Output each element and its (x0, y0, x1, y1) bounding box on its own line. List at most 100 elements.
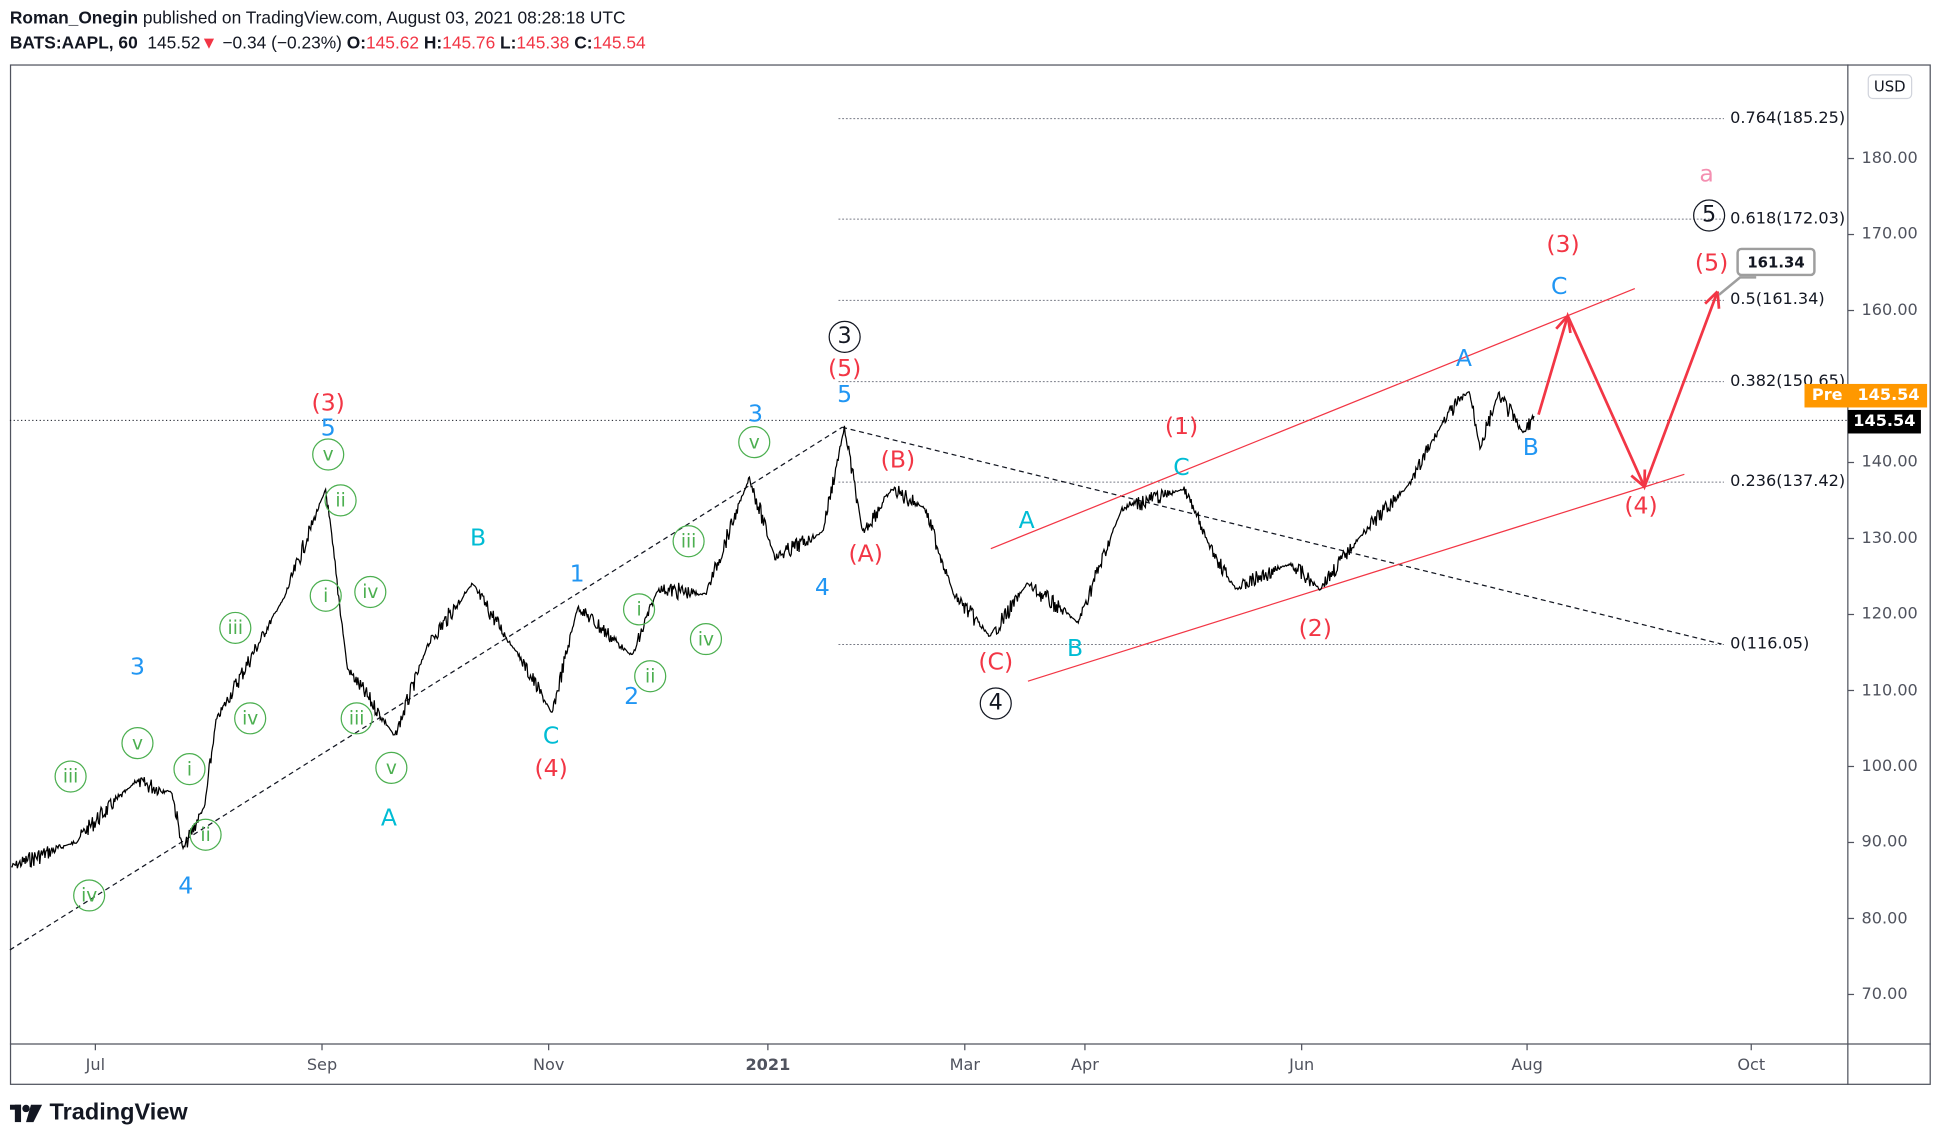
tradingview-logo[interactable]: TradingView (9, 1099, 188, 1127)
wave-label[interactable]: v (312, 438, 345, 471)
price-tick-label: 100.00 (1861, 757, 1918, 776)
dashed-trendline (9, 426, 843, 951)
wave-label[interactable]: A (1018, 507, 1035, 535)
wave-label[interactable]: C (1173, 453, 1190, 482)
price-tick-label: 170.00 (1861, 225, 1918, 244)
wave-label[interactable]: (B) (880, 446, 916, 474)
time-tick-label: Mar (949, 1056, 980, 1076)
arrowhead-icon (1704, 290, 1719, 305)
wave-label[interactable]: ii (324, 484, 357, 517)
wave-label[interactable]: 2 (624, 683, 640, 711)
wave-label[interactable]: i (309, 579, 342, 612)
wave-label[interactable]: (3) (1546, 230, 1580, 259)
low-label: L: (500, 32, 517, 53)
wave-label[interactable]: (5) (827, 354, 862, 383)
author-name[interactable]: Roman_Onegin (9, 7, 139, 28)
wave-label[interactable]: B (1066, 634, 1084, 662)
wave-label[interactable]: A (1455, 344, 1472, 373)
price-tick-label: 70.00 (1861, 985, 1908, 1004)
price-tick-label: 110.00 (1861, 681, 1918, 700)
time-tick-label: Apr (1070, 1056, 1099, 1076)
price-tick-label: 160.00 (1861, 301, 1918, 320)
callout-pointer (1718, 276, 1757, 296)
brand-name: TradingView (49, 1099, 188, 1126)
wave-label[interactable]: iv (354, 575, 387, 609)
arrowhead-icon (1716, 291, 1721, 309)
wave-label[interactable]: C (1551, 273, 1568, 301)
wave-label[interactable]: (A) (848, 540, 883, 568)
wave-label[interactable]: 3 (129, 653, 145, 681)
wave-label[interactable]: (4) (534, 754, 568, 783)
wave-label[interactable]: C (542, 722, 560, 750)
open-value: 145.62 (366, 32, 420, 53)
wave-label[interactable]: i (173, 753, 206, 786)
price-tick-label: 120.00 (1861, 605, 1918, 624)
price-tick-label: 80.00 (1861, 909, 1908, 928)
dashed-trendline (842, 426, 1722, 645)
currency-button[interactable]: USD (1867, 74, 1912, 100)
channel-upper-line (990, 287, 1636, 550)
wave-label[interactable]: 5 (1693, 199, 1726, 232)
arrowhead-icon (1630, 474, 1646, 488)
fib-level-label: 0.618(172.03) (1730, 209, 1846, 229)
premarket-price-badge: Pre 145.54 (1804, 383, 1928, 408)
wave-label[interactable]: iii (54, 760, 87, 793)
arrowhead-icon (1566, 315, 1572, 334)
pre-price: 145.54 (1857, 386, 1920, 405)
wave-label[interactable]: 5 (320, 414, 336, 442)
wave-label[interactable]: v (121, 726, 154, 760)
wave-label[interactable]: a (1699, 160, 1714, 188)
time-tick-label: Sep (306, 1056, 338, 1076)
last-price: 145.52 (147, 32, 201, 53)
wave-label[interactable]: ii (189, 818, 222, 851)
wave-label[interactable]: iii (219, 611, 252, 645)
wave-label[interactable]: ii (634, 660, 667, 693)
time-tick-label: 2021 (745, 1056, 791, 1076)
wave-label[interactable]: v (375, 751, 408, 784)
wave-label[interactable]: (4) (1624, 492, 1658, 520)
channel-lower-line (1027, 473, 1685, 682)
wave-label[interactable]: iv (234, 702, 267, 735)
ohlc-legend: BATS:AAPL, 60 145.52▼ −0.34 (−0.23%) O:1… (10, 32, 646, 52)
wave-label[interactable]: 4 (814, 574, 830, 602)
publish-info: Roman_Onegin published on TradingView.co… (10, 7, 626, 27)
wave-label[interactable]: i (622, 593, 656, 626)
wave-label[interactable]: A (380, 804, 397, 832)
wave-label[interactable]: iii (340, 702, 373, 735)
wave-label[interactable]: (5) (1694, 249, 1729, 277)
close-label: C: (574, 32, 593, 53)
wave-label[interactable]: v (738, 426, 771, 459)
wave-label[interactable]: 3 (747, 400, 763, 428)
wave-label[interactable]: iv (689, 622, 723, 656)
time-tick-label: Jul (85, 1056, 106, 1076)
price-callout[interactable]: 161.34 (1736, 247, 1816, 277)
wave-label[interactable]: B (469, 524, 487, 552)
wave-label[interactable]: B (1522, 434, 1539, 462)
arrowhead-icon (1555, 314, 1569, 330)
open-label: O: (346, 32, 367, 53)
wave-label[interactable]: iii (672, 525, 705, 558)
wave-label[interactable]: 4 (178, 872, 194, 900)
wave-label[interactable]: (3) (311, 389, 345, 417)
fib-level-label: 0.5(161.34) (1730, 291, 1825, 310)
wave-label[interactable]: 5 (837, 380, 853, 409)
close-value: 145.54 (592, 32, 646, 53)
pre-label: Pre (1811, 386, 1843, 405)
fib-level-label: 0.764(185.25) (1730, 109, 1846, 128)
last-price-badge: 145.54 (1847, 409, 1921, 434)
wave-label[interactable]: 3 (828, 320, 861, 353)
wave-label[interactable]: (2) (1298, 614, 1332, 643)
wave-label[interactable]: iv (73, 879, 106, 912)
wave-label[interactable]: 1 (569, 560, 585, 588)
down-triangle-icon: ▼ (200, 32, 218, 53)
low-value: 145.38 (516, 32, 570, 53)
wave-label[interactable]: 4 (979, 687, 1012, 720)
chart-frame[interactable] (9, 64, 1931, 1085)
wave-label[interactable]: (1) (1164, 413, 1199, 441)
forecast-path (1537, 291, 1719, 491)
symbol-label[interactable]: BATS:AAPL, 60 (9, 32, 138, 53)
wave-label[interactable]: (C) (978, 648, 1014, 676)
tradingview-logo-icon (9, 1104, 43, 1123)
